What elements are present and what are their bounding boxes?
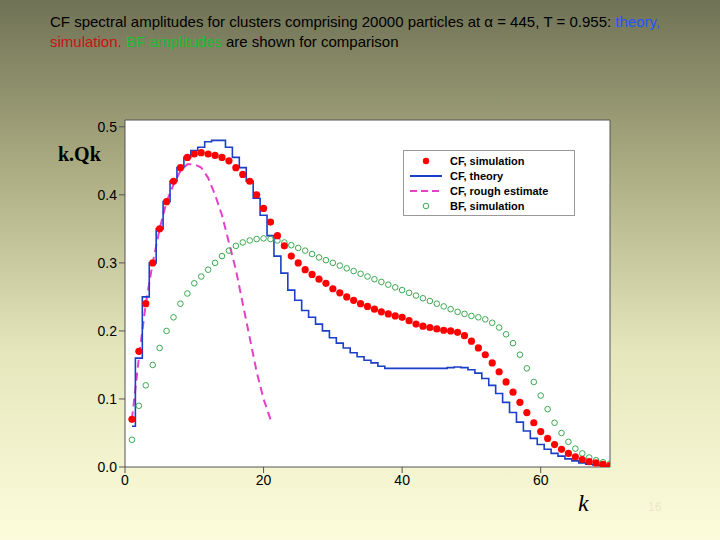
html-text:CF, theory: CF, theory [450, 169, 504, 182]
svg-text:0.4: 0.4 [98, 187, 118, 203]
html-text:CF, simulation: CF, simulation [450, 154, 525, 167]
svg-text:60: 60 [533, 472, 549, 488]
svg-text:0: 0 [121, 472, 129, 488]
html-text:BF, simulation: BF, simulation [450, 199, 525, 212]
html-text:k: k [578, 490, 589, 516]
html-text:CF, rough estimate: CF, rough estimate [450, 184, 549, 197]
svg-text:40: 40 [394, 472, 410, 488]
svg-text:0.0: 0.0 [98, 459, 118, 475]
svg-text:20: 20 [256, 472, 272, 488]
html-text:simulation. BF amplitudes are: simulation. BF amplitudes are shown for … [50, 33, 399, 50]
html-text:k.Qk: k.Qk [58, 143, 101, 165]
html-text:CF spectral amplitudes for clu: CF spectral amplitudes for clusters comp… [50, 13, 661, 30]
svg-text:0.2: 0.2 [98, 323, 118, 339]
svg-text:0.5: 0.5 [98, 119, 118, 135]
html-text:16: 16 [648, 500, 662, 514]
svg-text:0.1: 0.1 [98, 391, 118, 407]
svg-text:0.3: 0.3 [98, 255, 118, 271]
